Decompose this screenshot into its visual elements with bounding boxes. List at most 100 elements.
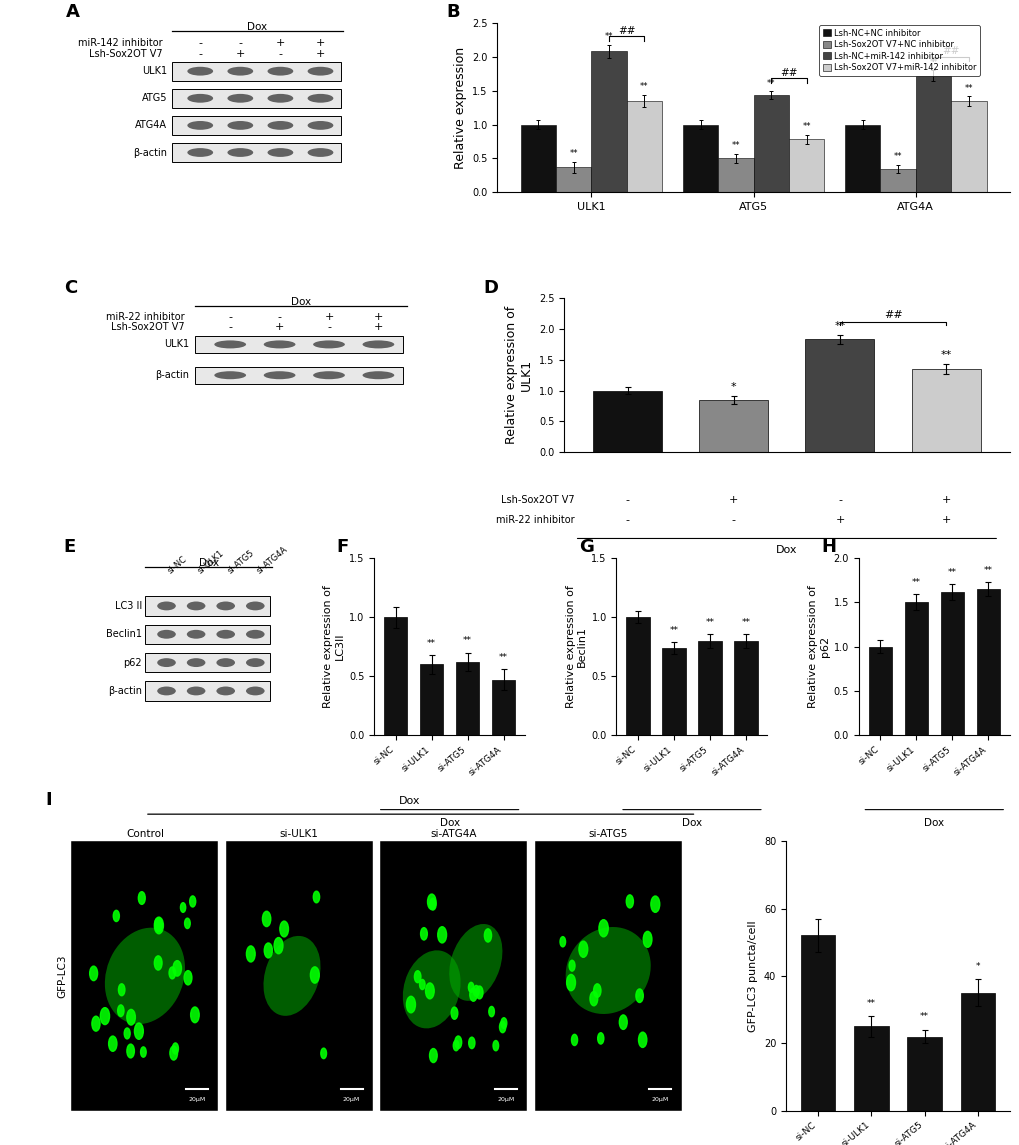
Bar xyxy=(911,369,979,452)
Bar xyxy=(975,590,999,735)
Text: -: - xyxy=(198,38,202,48)
Bar xyxy=(171,62,340,80)
Ellipse shape xyxy=(186,601,205,610)
Text: 20μM: 20μM xyxy=(342,1097,360,1103)
Text: β-actin: β-actin xyxy=(156,370,190,380)
Text: -: - xyxy=(238,38,243,48)
Text: +: + xyxy=(835,515,844,526)
Text: **: ** xyxy=(766,79,774,88)
Ellipse shape xyxy=(187,148,213,157)
Bar xyxy=(171,89,340,108)
Bar xyxy=(146,653,270,672)
Bar xyxy=(717,158,753,192)
Text: **: ** xyxy=(947,568,956,577)
Text: **: ** xyxy=(834,322,845,331)
Circle shape xyxy=(141,1047,146,1057)
Ellipse shape xyxy=(264,371,296,379)
Ellipse shape xyxy=(246,630,264,639)
Text: *: * xyxy=(731,382,736,393)
Text: si-ULK1: si-ULK1 xyxy=(196,548,225,576)
Text: +: + xyxy=(373,322,383,332)
Text: -: - xyxy=(278,49,282,60)
Circle shape xyxy=(321,1048,326,1059)
Circle shape xyxy=(90,966,98,980)
Text: ##: ## xyxy=(780,68,797,78)
Text: **: ** xyxy=(982,566,991,575)
Title: si-ATG4A: si-ATG4A xyxy=(430,829,477,839)
Text: **: ** xyxy=(705,617,713,626)
Bar xyxy=(805,339,873,452)
Circle shape xyxy=(643,931,651,947)
Circle shape xyxy=(126,1010,136,1025)
Text: si-ATG5: si-ATG5 xyxy=(225,548,256,576)
Text: B: B xyxy=(445,3,460,22)
Circle shape xyxy=(313,891,319,902)
Circle shape xyxy=(262,911,270,926)
Text: ULK1: ULK1 xyxy=(142,66,167,77)
Circle shape xyxy=(169,966,175,979)
Ellipse shape xyxy=(308,94,333,103)
Ellipse shape xyxy=(267,121,293,129)
Text: **: ** xyxy=(463,637,472,646)
Text: p62: p62 xyxy=(123,657,142,668)
Circle shape xyxy=(170,1047,177,1060)
Circle shape xyxy=(420,927,427,940)
Ellipse shape xyxy=(313,371,344,379)
Text: Dox: Dox xyxy=(775,545,797,554)
Title: si-ULK1: si-ULK1 xyxy=(279,829,319,839)
Circle shape xyxy=(126,1044,135,1058)
Ellipse shape xyxy=(308,121,333,129)
Text: Dox: Dox xyxy=(248,22,267,32)
Circle shape xyxy=(454,1036,462,1049)
Text: +: + xyxy=(275,38,284,48)
Circle shape xyxy=(559,937,566,947)
Circle shape xyxy=(571,1034,577,1045)
Bar xyxy=(683,125,717,192)
Circle shape xyxy=(184,918,191,929)
Text: -: - xyxy=(838,496,841,505)
Text: E: E xyxy=(63,538,75,556)
Bar xyxy=(491,680,515,735)
Text: Dox: Dox xyxy=(682,819,701,829)
Circle shape xyxy=(100,1008,109,1025)
Text: miR-142 inhibitor: miR-142 inhibitor xyxy=(78,38,163,48)
Text: -: - xyxy=(228,311,232,322)
Bar xyxy=(853,1026,888,1111)
Text: A: A xyxy=(65,3,79,22)
Ellipse shape xyxy=(246,658,264,668)
Bar xyxy=(960,993,995,1111)
Bar xyxy=(734,641,757,735)
Text: **: ** xyxy=(802,123,810,132)
Bar xyxy=(626,617,649,735)
Text: Dox: Dox xyxy=(923,819,944,829)
Text: **: ** xyxy=(940,350,951,361)
Text: **: ** xyxy=(866,998,875,1008)
Bar xyxy=(789,140,823,192)
Ellipse shape xyxy=(157,687,175,695)
Text: 20μM: 20μM xyxy=(497,1097,515,1103)
Circle shape xyxy=(154,917,163,934)
Circle shape xyxy=(425,982,434,998)
Y-axis label: Relative expression of
LC3II: Relative expression of LC3II xyxy=(323,585,344,708)
Text: **: ** xyxy=(741,617,750,626)
Text: +: + xyxy=(941,496,950,505)
Text: Dox: Dox xyxy=(439,819,460,829)
Bar xyxy=(146,597,270,616)
Circle shape xyxy=(124,1028,130,1039)
Ellipse shape xyxy=(157,630,175,639)
Text: +: + xyxy=(235,49,245,60)
Text: **: ** xyxy=(498,653,507,662)
Text: LC3 II: LC3 II xyxy=(115,601,142,611)
Circle shape xyxy=(619,1014,627,1029)
Ellipse shape xyxy=(566,927,650,1014)
Bar xyxy=(146,681,270,701)
Circle shape xyxy=(108,1036,117,1051)
Text: Dox: Dox xyxy=(199,558,219,568)
Text: +: + xyxy=(373,311,383,322)
Circle shape xyxy=(172,1043,178,1055)
Bar xyxy=(146,624,270,643)
Title: Control: Control xyxy=(125,829,164,839)
Text: -: - xyxy=(277,311,281,322)
Ellipse shape xyxy=(308,66,333,76)
Ellipse shape xyxy=(448,924,502,1001)
